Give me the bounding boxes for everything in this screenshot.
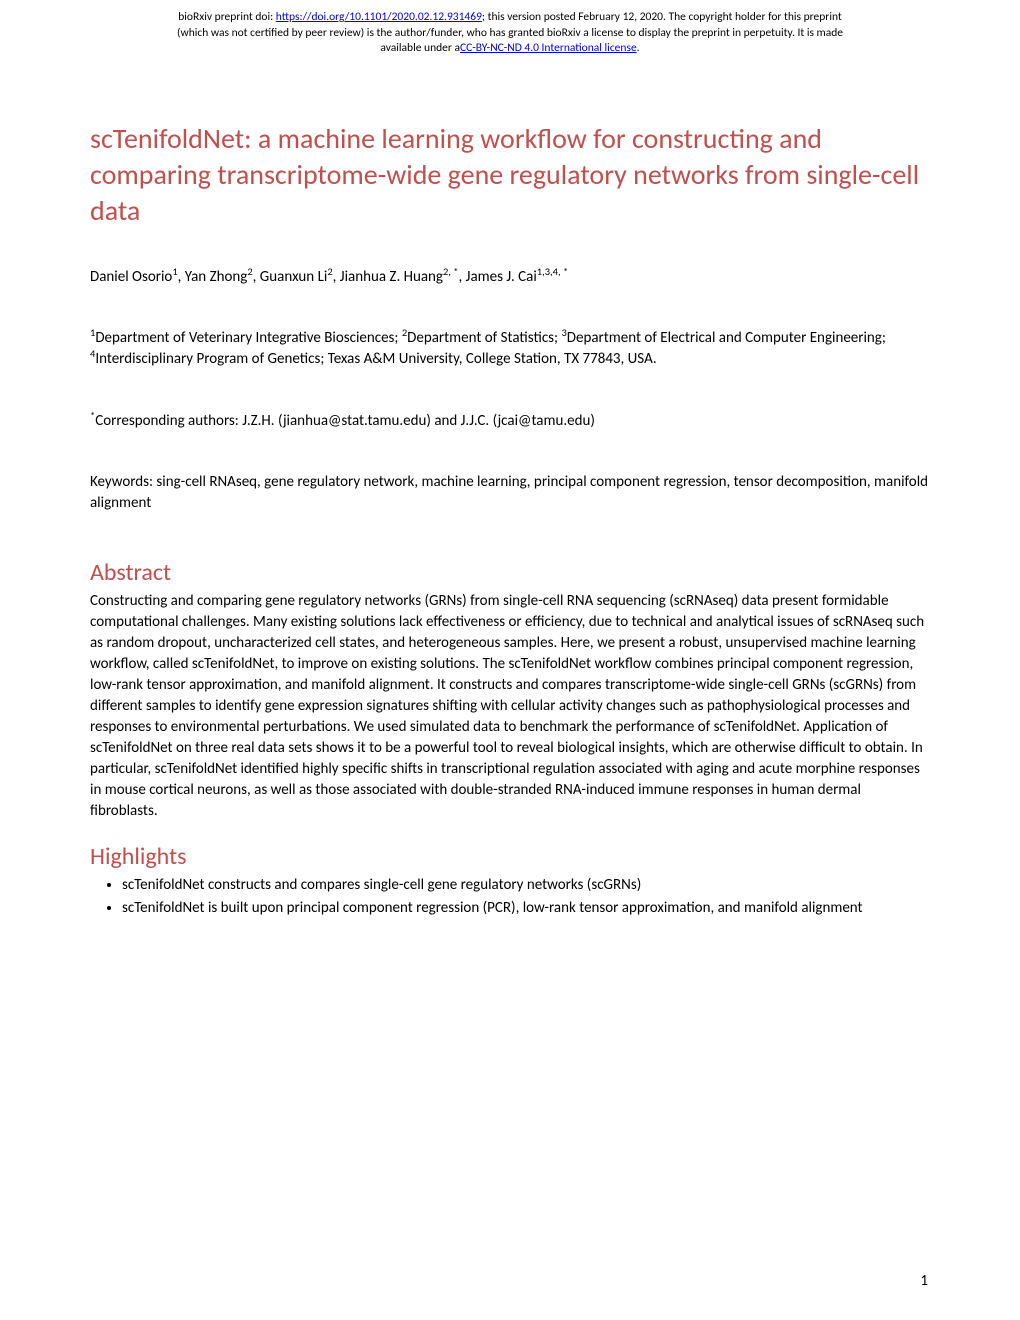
affiliations: 1Department of Veterinary Integrative Bi… [90, 328, 930, 370]
banner-pre-doi: bioRxiv preprint doi: [178, 10, 276, 24]
abstract-text: Constructing and comparing gene regulato… [90, 591, 930, 822]
highlights-heading: Highlights [90, 842, 930, 871]
banner-post-license: . [637, 41, 640, 55]
highlight-item: scTenifoldNet constructs and compares si… [122, 875, 930, 896]
banner-line-3: available under aCC-BY-NC-ND 4.0 Interna… [40, 41, 980, 57]
keywords: Keywords: sing-cell RNAseq, gene regulat… [90, 472, 930, 514]
license-link[interactable]: CC-BY-NC-ND 4.0 International license [460, 41, 637, 55]
paper-title: scTenifoldNet: a machine learning workfl… [90, 121, 930, 230]
highlights-list: scTenifoldNet constructs and compares si… [90, 875, 930, 919]
banner-post-doi: ; this version posted February 12, 2020.… [482, 10, 842, 24]
author-list: Daniel Osorio1, Yan Zhong2, Guanxun Li2,… [90, 268, 930, 286]
banner-line-1: bioRxiv preprint doi: https://doi.org/10… [40, 10, 980, 26]
page-number: 1 [920, 1272, 928, 1290]
preprint-banner: bioRxiv preprint doi: https://doi.org/10… [0, 0, 1020, 61]
banner-line-2: (which was not certified by peer review)… [40, 26, 980, 42]
banner-pre-license: available under a [380, 41, 460, 55]
abstract-heading: Abstract [90, 558, 930, 587]
doi-link[interactable]: https://doi.org/10.1101/2020.02.12.93146… [276, 10, 482, 24]
highlight-item: scTenifoldNet is built upon principal co… [122, 898, 930, 919]
corresponding-authors: *Corresponding authors: J.Z.H. (jianhua@… [90, 412, 930, 430]
page-content: scTenifoldNet: a machine learning workfl… [0, 61, 1020, 919]
